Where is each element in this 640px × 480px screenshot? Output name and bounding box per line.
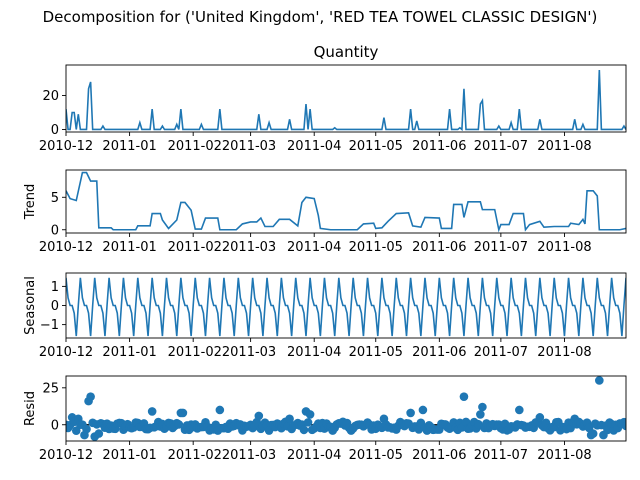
xtick-label: 2011-04	[287, 448, 341, 463]
xtick-label: 2011-022011-03	[168, 139, 277, 154]
xtick-label: 2011-07	[474, 345, 528, 360]
panels-group: Quantity 0 20 2010-12 2011-01 2011-022011-03 2…	[23, 43, 627, 463]
ytick-label: 0	[51, 223, 59, 238]
resid-point	[588, 429, 598, 438]
xtick-label: 2010-12	[39, 139, 93, 154]
resid-point	[595, 376, 604, 385]
xtick-label: 2011-04	[287, 345, 341, 360]
resid-point	[299, 425, 309, 435]
panel-observed: Quantity 0 20 2010-12 2011-01 2011-022011-03 2…	[39, 43, 627, 154]
panel-title-observed: Quantity	[314, 43, 379, 61]
xtick-label: 2011-08	[537, 345, 591, 360]
xtick-label: 2010-12	[39, 345, 93, 360]
panel-seasonal: Seasonal −1 0 1 2010-12 2011-01 2011-022011-03…	[23, 272, 627, 360]
resid-point	[178, 408, 188, 418]
series-line-quantity	[66, 70, 626, 132]
xtick-label: 2011-07	[474, 448, 528, 463]
xtick-label: 2011-07	[474, 240, 528, 255]
series-line-seasonal	[66, 277, 626, 337]
ylabel-seasonal: Seasonal	[23, 276, 38, 335]
xtick-label: 2011-05	[349, 240, 403, 255]
resid-point	[303, 418, 313, 427]
xtick-label: 2011-05	[349, 448, 403, 463]
xtick-label: 2011-022011-03	[168, 240, 277, 255]
panel-resid: Resid 0 25 2010-12 2011-01 2011-022011-03 2011…	[23, 375, 627, 463]
xtick-label: 2011-06	[412, 345, 466, 360]
xtick-label: 2011-06	[412, 448, 466, 463]
resid-point	[285, 414, 294, 424]
plot-area-resid	[66, 376, 626, 441]
resid-point	[94, 429, 104, 438]
ytick-label: 25	[42, 381, 59, 396]
panel-trend: Trend 0 5 2010-12 2011-01 2011-022011-03 2011-…	[23, 169, 627, 255]
xtick-label: 2011-01	[102, 448, 156, 463]
xtick-label: 2011-04	[287, 139, 341, 154]
xtick-label: 2011-06	[412, 139, 466, 154]
resid-point	[418, 405, 428, 415]
resid-point	[459, 392, 469, 401]
plot-area-trend	[66, 171, 626, 233]
resid-point	[86, 392, 95, 401]
series-line-trend	[66, 171, 626, 233]
resid-point	[71, 426, 81, 435]
xtick-label: 2011-01	[102, 139, 156, 154]
ylabel-resid: Resid	[23, 391, 38, 426]
plot-area-seasonal	[66, 277, 626, 337]
xtick-label: 2011-05	[349, 345, 403, 360]
resid-point	[476, 410, 485, 419]
ytick-label: 20	[42, 89, 59, 104]
xtick-label: 2011-08	[537, 448, 591, 463]
xtick-label: 2011-08	[537, 139, 591, 154]
resid-point	[174, 420, 184, 429]
ylabel-trend: Trend	[23, 184, 38, 221]
xtick-label: 2011-06	[412, 240, 466, 255]
xtick-label: 2011-01	[102, 240, 156, 255]
ytick-label: 0	[51, 299, 59, 314]
resid-point	[478, 402, 487, 412]
resid-point	[147, 407, 157, 416]
ytick-label: 0	[51, 418, 59, 433]
ytick-label: 1	[51, 280, 59, 295]
figure-suptitle: Decomposition for ('United Kingdom', 'RE…	[43, 8, 598, 26]
resid-point	[515, 405, 524, 415]
plot-area-observed	[66, 70, 626, 132]
xtick-label: 2011-022011-03	[168, 448, 277, 463]
resid-point	[535, 413, 545, 422]
resid-point	[621, 421, 626, 431]
ytick-label: 5	[51, 191, 59, 206]
resid-point	[406, 408, 415, 418]
xtick-label: 2011-08	[537, 240, 591, 255]
xtick-label: 2010-12	[39, 448, 93, 463]
resid-point	[82, 424, 91, 434]
xtick-label: 2010-12	[39, 240, 93, 255]
xtick-label: 2011-022011-03	[168, 345, 277, 360]
ytick-label: 0	[51, 123, 59, 138]
xtick-label: 2011-05	[349, 139, 403, 154]
resid-point	[215, 405, 225, 415]
resid-point	[305, 410, 315, 419]
axes-frame-trend	[65, 169, 627, 234]
ytick-label: −1	[40, 318, 59, 333]
axes-frame-resid	[65, 375, 627, 442]
resid-point	[474, 419, 483, 429]
axes-frame-observed	[65, 64, 627, 133]
xtick-label: 2011-04	[287, 240, 341, 255]
xtick-label: 2011-07	[474, 139, 528, 154]
xtick-label: 2011-01	[102, 345, 156, 360]
resid-point	[254, 411, 264, 421]
